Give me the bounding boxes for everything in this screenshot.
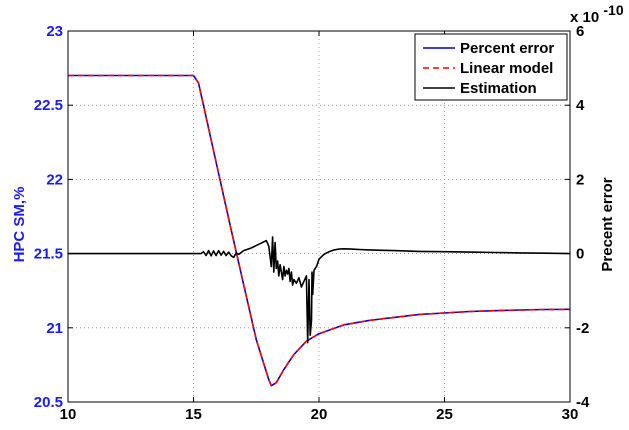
x-tick-label: 15 [185,406,202,423]
ticks: 10 15 20 25 30 20.5 21 21.5 22 22.5 23 -4 -2 0 2 4 6 [34,23,590,423]
legend-label: Linear model [460,60,553,77]
y-tick-label-left: 20.5 [34,394,63,411]
y-tick-label-left: 23 [46,23,63,40]
x-tick-label: 30 [562,406,579,423]
y-axis-label-left: HPC SM,% [11,187,28,263]
y-tick-label-left: 22.5 [34,97,63,114]
legend-label: Estimation [460,80,537,97]
y-tick-label-left: 22 [46,171,63,188]
y-tick-label-right: 2 [576,171,584,188]
y-tick-label-left: 21 [46,320,63,337]
y-tick-label-right: 0 [576,246,584,263]
y-tick-label-right: -2 [576,320,589,337]
series-line-estimation [68,236,570,344]
multiplier-base: x 10 [570,9,599,26]
y-tick-label-right: -4 [576,394,590,411]
multiplier-exponent: -10 [603,2,623,18]
legend: Percent error Linear model Estimation [414,33,568,101]
x-tick-label: 10 [60,406,77,423]
y-tick-label-right: 4 [576,97,585,114]
right-axis-multiplier: x 10 -10 [570,2,624,26]
x-tick-label: 25 [436,406,453,423]
legend-box [414,33,568,101]
series-line-linear-model [68,74,570,387]
y-tick-label-left: 21.5 [34,246,63,263]
legend-label: Percent error [460,40,554,57]
series-layer [68,74,570,387]
x-tick-label: 20 [311,406,328,423]
y-axis-label-right: Precent error [599,177,616,271]
y-tick-label-right: 6 [576,23,584,40]
